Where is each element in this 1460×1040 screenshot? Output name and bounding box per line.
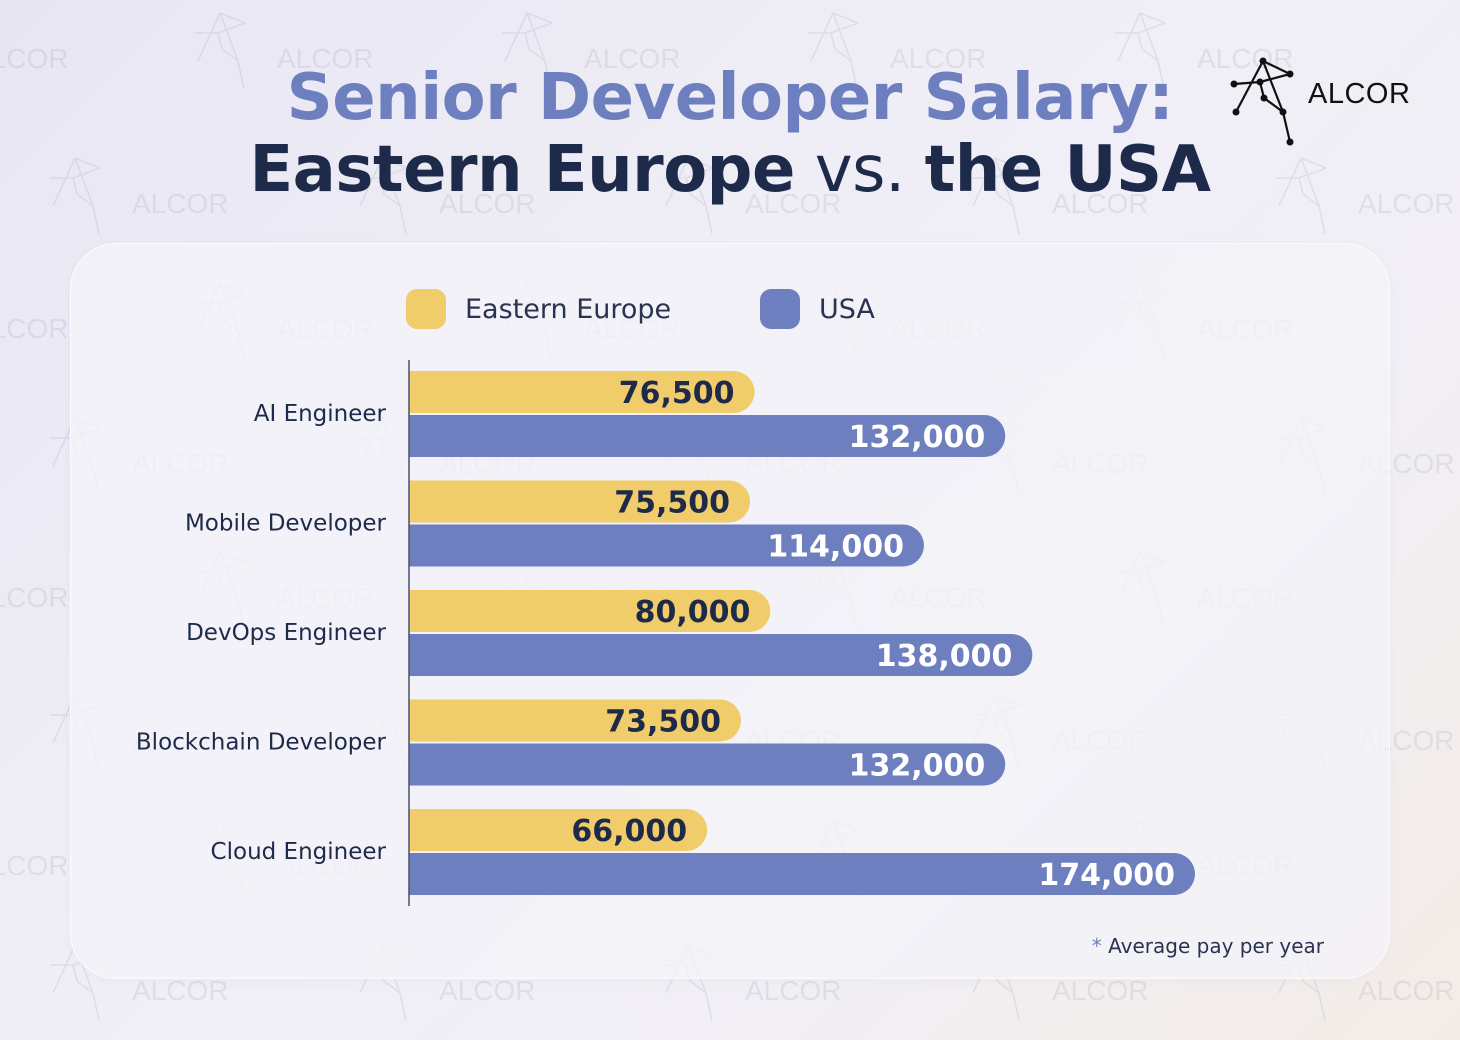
- bar-group: 66,000 174,000: [409, 809, 1195, 895]
- bar-eastern-europe: [409, 699, 742, 742]
- alcor-logo-icon: [1230, 57, 1294, 146]
- legend-item-eastern-europe: Eastern Europe: [406, 289, 671, 329]
- watermark-logo: ALCOR: [0, 313, 68, 344]
- bar-eastern-europe: [409, 809, 708, 851]
- watermark-logo: ALCOR: [502, 12, 680, 90]
- category-label: Mobile Developer: [185, 511, 387, 537]
- watermark-text: ALCOR: [1052, 188, 1148, 219]
- category-label: Blockchain Developer: [136, 730, 387, 756]
- bar-group: 75,500 114,000: [409, 480, 924, 567]
- page-subtitle: Eastern Europe vs. the USA: [0, 134, 1460, 206]
- bar-usa: [409, 853, 1195, 895]
- watermark-text: ALCOR: [0, 582, 68, 613]
- watermark-text: ALCOR: [277, 43, 373, 74]
- watermark-text: ALCOR: [584, 43, 680, 74]
- data-label: 76,500: [619, 376, 735, 411]
- watermark-logo: ALCOR: [50, 157, 228, 235]
- data-label: 80,000: [635, 595, 751, 630]
- bar-usa: [409, 415, 1006, 457]
- category-label: Cloud Engineer: [211, 839, 387, 865]
- watermark-logo: ALCOR: [663, 157, 841, 235]
- alcor-logo: ALCOR: [1228, 54, 1418, 150]
- data-label: 66,000: [571, 814, 687, 849]
- watermark-text: ALCOR: [0, 313, 68, 344]
- bar-usa: [409, 524, 924, 567]
- title-region-usa: the USA: [924, 133, 1211, 207]
- watermark-text: ALCOR: [439, 975, 535, 1006]
- bar-usa: [409, 634, 1033, 676]
- watermark-text: ALCOR: [132, 188, 228, 219]
- bar-group: 73,500 132,000: [409, 699, 1006, 786]
- footnote-star: *: [1091, 934, 1102, 958]
- watermark-text: ALCOR: [1052, 975, 1148, 1006]
- category-label: AI Engineer: [254, 401, 387, 427]
- legend-swatch-eastern-europe: [406, 289, 446, 329]
- watermark-logo: ALCOR: [0, 43, 68, 74]
- watermark-logo: ALCOR: [357, 157, 535, 235]
- data-label: 138,000: [876, 639, 1013, 674]
- watermark-text: ALCOR: [1358, 975, 1454, 1006]
- bar-group: 76,500 132,000: [409, 371, 1006, 457]
- watermark-text: ALCOR: [745, 188, 841, 219]
- watermark-logo: ALCOR: [0, 850, 68, 881]
- title-region-eastern-europe: Eastern Europe: [249, 133, 795, 207]
- data-label: 132,000: [849, 749, 986, 784]
- bar-eastern-europe: [409, 480, 751, 523]
- legend-label-eastern-europe: Eastern Europe: [465, 293, 672, 325]
- watermark-text: ALCOR: [0, 850, 68, 881]
- watermark-logo: ALCOR: [1276, 157, 1454, 235]
- watermark-text: ALCOR: [1358, 188, 1454, 219]
- data-label: 114,000: [767, 530, 904, 565]
- footnote-text: Average pay per year: [1108, 934, 1324, 958]
- legend-label-usa: USA: [819, 293, 875, 325]
- watermark-text: ALCOR: [132, 975, 228, 1006]
- legend-swatch-usa: [760, 289, 800, 329]
- page-title: Senior Developer Salary:: [286, 61, 1174, 135]
- data-label: 73,500: [605, 705, 721, 740]
- watermark-text: ALCOR: [0, 43, 68, 74]
- watermark-logo: ALCOR: [808, 12, 986, 90]
- footnote: * Average pay per year: [1092, 934, 1324, 958]
- category-label: DevOps Engineer: [186, 620, 386, 646]
- watermark-text: ALCOR: [439, 188, 535, 219]
- bar-group: 80,000 138,000: [409, 590, 1033, 676]
- watermark-logo: ALCOR: [970, 157, 1148, 235]
- bar-usa: [409, 743, 1006, 786]
- bar-eastern-europe: [409, 371, 755, 413]
- legend-item-usa: USA: [760, 289, 875, 329]
- alcor-logo-text: ALCOR: [1308, 78, 1411, 110]
- watermark-text: ALCOR: [890, 43, 986, 74]
- watermark-logo: ALCOR: [0, 582, 68, 613]
- data-label: 132,000: [849, 420, 986, 455]
- data-label: 75,500: [614, 486, 730, 521]
- bar-eastern-europe: [409, 590, 771, 632]
- data-label: 174,000: [1038, 858, 1175, 893]
- watermark-logo: ALCOR: [195, 12, 373, 90]
- title-vs: vs.: [794, 133, 925, 207]
- watermark-text: ALCOR: [745, 975, 841, 1006]
